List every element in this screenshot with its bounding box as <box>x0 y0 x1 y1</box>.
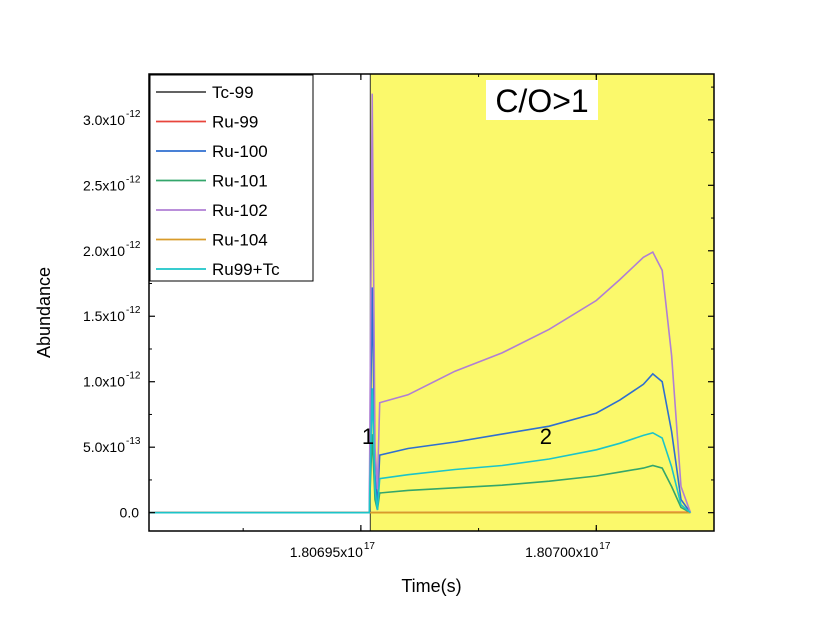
legend-label: Ru-104 <box>212 231 268 250</box>
y-tick-exponent: -12 <box>126 109 141 120</box>
y-tick-label: 2.5x10 <box>83 177 125 193</box>
y-tick-exponent: -12 <box>126 371 141 382</box>
legend-label: Tc-99 <box>212 83 254 102</box>
legend-box <box>149 74 314 282</box>
x-tick-label: 1.80695x10 <box>290 544 363 560</box>
co-ratio-region <box>370 74 714 531</box>
y-tick-label: 0.0 <box>120 505 140 521</box>
series-line-ru-100 <box>149 287 692 514</box>
x-tick-exponent: 17 <box>364 541 376 552</box>
y-tick-label: 1.5x10 <box>83 308 125 324</box>
y-tick-label: 2.0x10 <box>83 243 125 259</box>
x-tick-exponent: 17 <box>599 541 611 552</box>
plot-frame <box>148 73 715 532</box>
annotation-label: 2 <box>540 424 552 449</box>
y-tick-label: 1.0x10 <box>83 374 125 390</box>
legend-label: Ru99+Tc <box>212 260 280 279</box>
y-tick-exponent: -12 <box>126 174 141 185</box>
y-tick-exponent: -12 <box>126 305 141 316</box>
region-label-box <box>486 80 598 120</box>
series-line-ru99-tc <box>149 388 692 514</box>
annotation-label: 1 <box>362 424 374 449</box>
legend-label: Ru-102 <box>212 201 268 220</box>
legend-label: Ru-99 <box>212 113 258 132</box>
y-axis-title: Abundance <box>34 267 54 358</box>
y-tick-exponent: -12 <box>126 240 141 251</box>
y-tick-exponent: -13 <box>126 436 141 447</box>
series-line-ru-101 <box>149 434 691 514</box>
y-tick-label: 5.0x10 <box>83 439 125 455</box>
legend-label: Ru-100 <box>212 142 268 161</box>
region-label: C/O>1 <box>495 83 588 119</box>
legend-label: Ru-101 <box>212 172 268 191</box>
y-tick-label: 3.0x10 <box>83 112 125 128</box>
series-line-ru-102 <box>149 93 692 514</box>
x-axis-title: Time(s) <box>401 576 461 596</box>
x-tick-label: 1.80700x10 <box>525 544 598 560</box>
